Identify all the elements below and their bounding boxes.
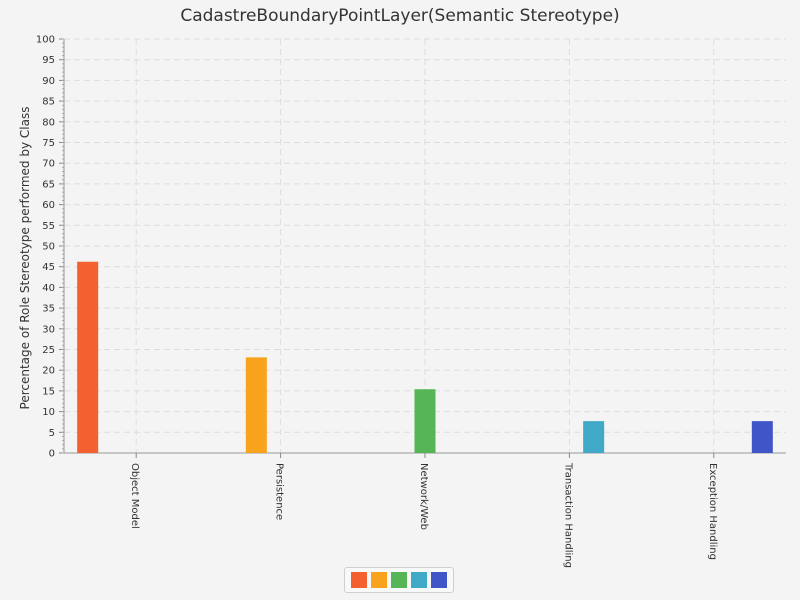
category-label: Network/Web [418,463,429,530]
y-tick-label: 80 [42,117,55,128]
grid-lines [64,38,786,453]
y-tick-label: 95 [42,55,55,66]
legend [344,567,454,593]
y-tick-label: 90 [42,76,55,87]
y-tick-label: 45 [42,262,55,273]
bars [77,261,773,453]
legend-swatch [371,572,387,588]
legend-swatch [411,572,427,588]
y-tick-label: 20 [42,366,55,377]
y-tick-label: 60 [42,200,55,211]
bar [245,357,267,453]
category-label: Persistence [274,463,285,520]
legend-swatch [351,572,367,588]
category-label: Transaction Handling [562,462,573,568]
y-axis-label: Percentage of Role Stereotype performed … [18,107,32,410]
bar [751,421,773,453]
axes: 0 5 10 15 20 25 30 35 40 45 50 55 60 65 70 75 80 85 90 95 10… [36,35,786,460]
category-label: Exception Handling [707,463,718,560]
y-tick-label: 15 [42,386,55,397]
y-tick-label: 70 [42,159,55,170]
y-tick-label: 10 [42,407,55,418]
y-tick-label: 30 [42,324,55,335]
chart-title: CadastreBoundaryPointLayer(Semantic Ster… [180,6,620,26]
y-tick-label: 25 [42,345,55,356]
y-tick-label: 40 [42,283,55,294]
bar [414,389,436,453]
bar [77,261,99,453]
category-label: Object Model [129,463,140,529]
y-tick-label: 50 [42,242,55,253]
y-tick-label: 55 [42,221,55,232]
bar [583,421,605,453]
y-tick-label: 35 [42,304,55,315]
category-labels: Object Model Persistence Network/Web Transa… [129,462,718,568]
y-tick-label: 0 [49,449,55,460]
y-tick-label: 5 [49,428,55,439]
y-tick-label: 75 [42,138,55,149]
legend-swatch [431,572,447,588]
y-tick-label: 85 [42,97,55,108]
y-tick-label: 100 [36,35,55,46]
y-tick-label: 65 [42,179,55,190]
legend-swatch [391,572,407,588]
